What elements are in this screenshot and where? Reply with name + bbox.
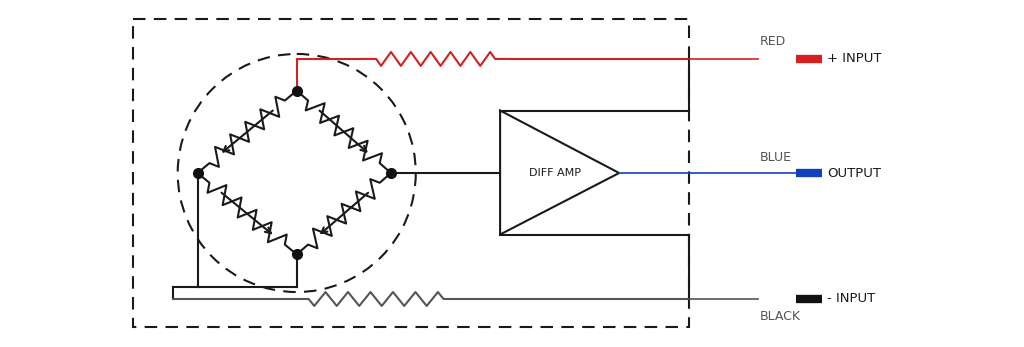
- Text: BLACK: BLACK: [760, 310, 801, 323]
- Text: BLUE: BLUE: [760, 151, 792, 164]
- Bar: [133, 19, 688, 327]
- Text: RED: RED: [760, 35, 786, 48]
- Text: - INPUT: - INPUT: [827, 293, 876, 305]
- Text: DIFF AMP: DIFF AMP: [528, 168, 581, 178]
- Text: OUTPUT: OUTPUT: [827, 167, 882, 179]
- Text: + INPUT: + INPUT: [827, 52, 882, 66]
